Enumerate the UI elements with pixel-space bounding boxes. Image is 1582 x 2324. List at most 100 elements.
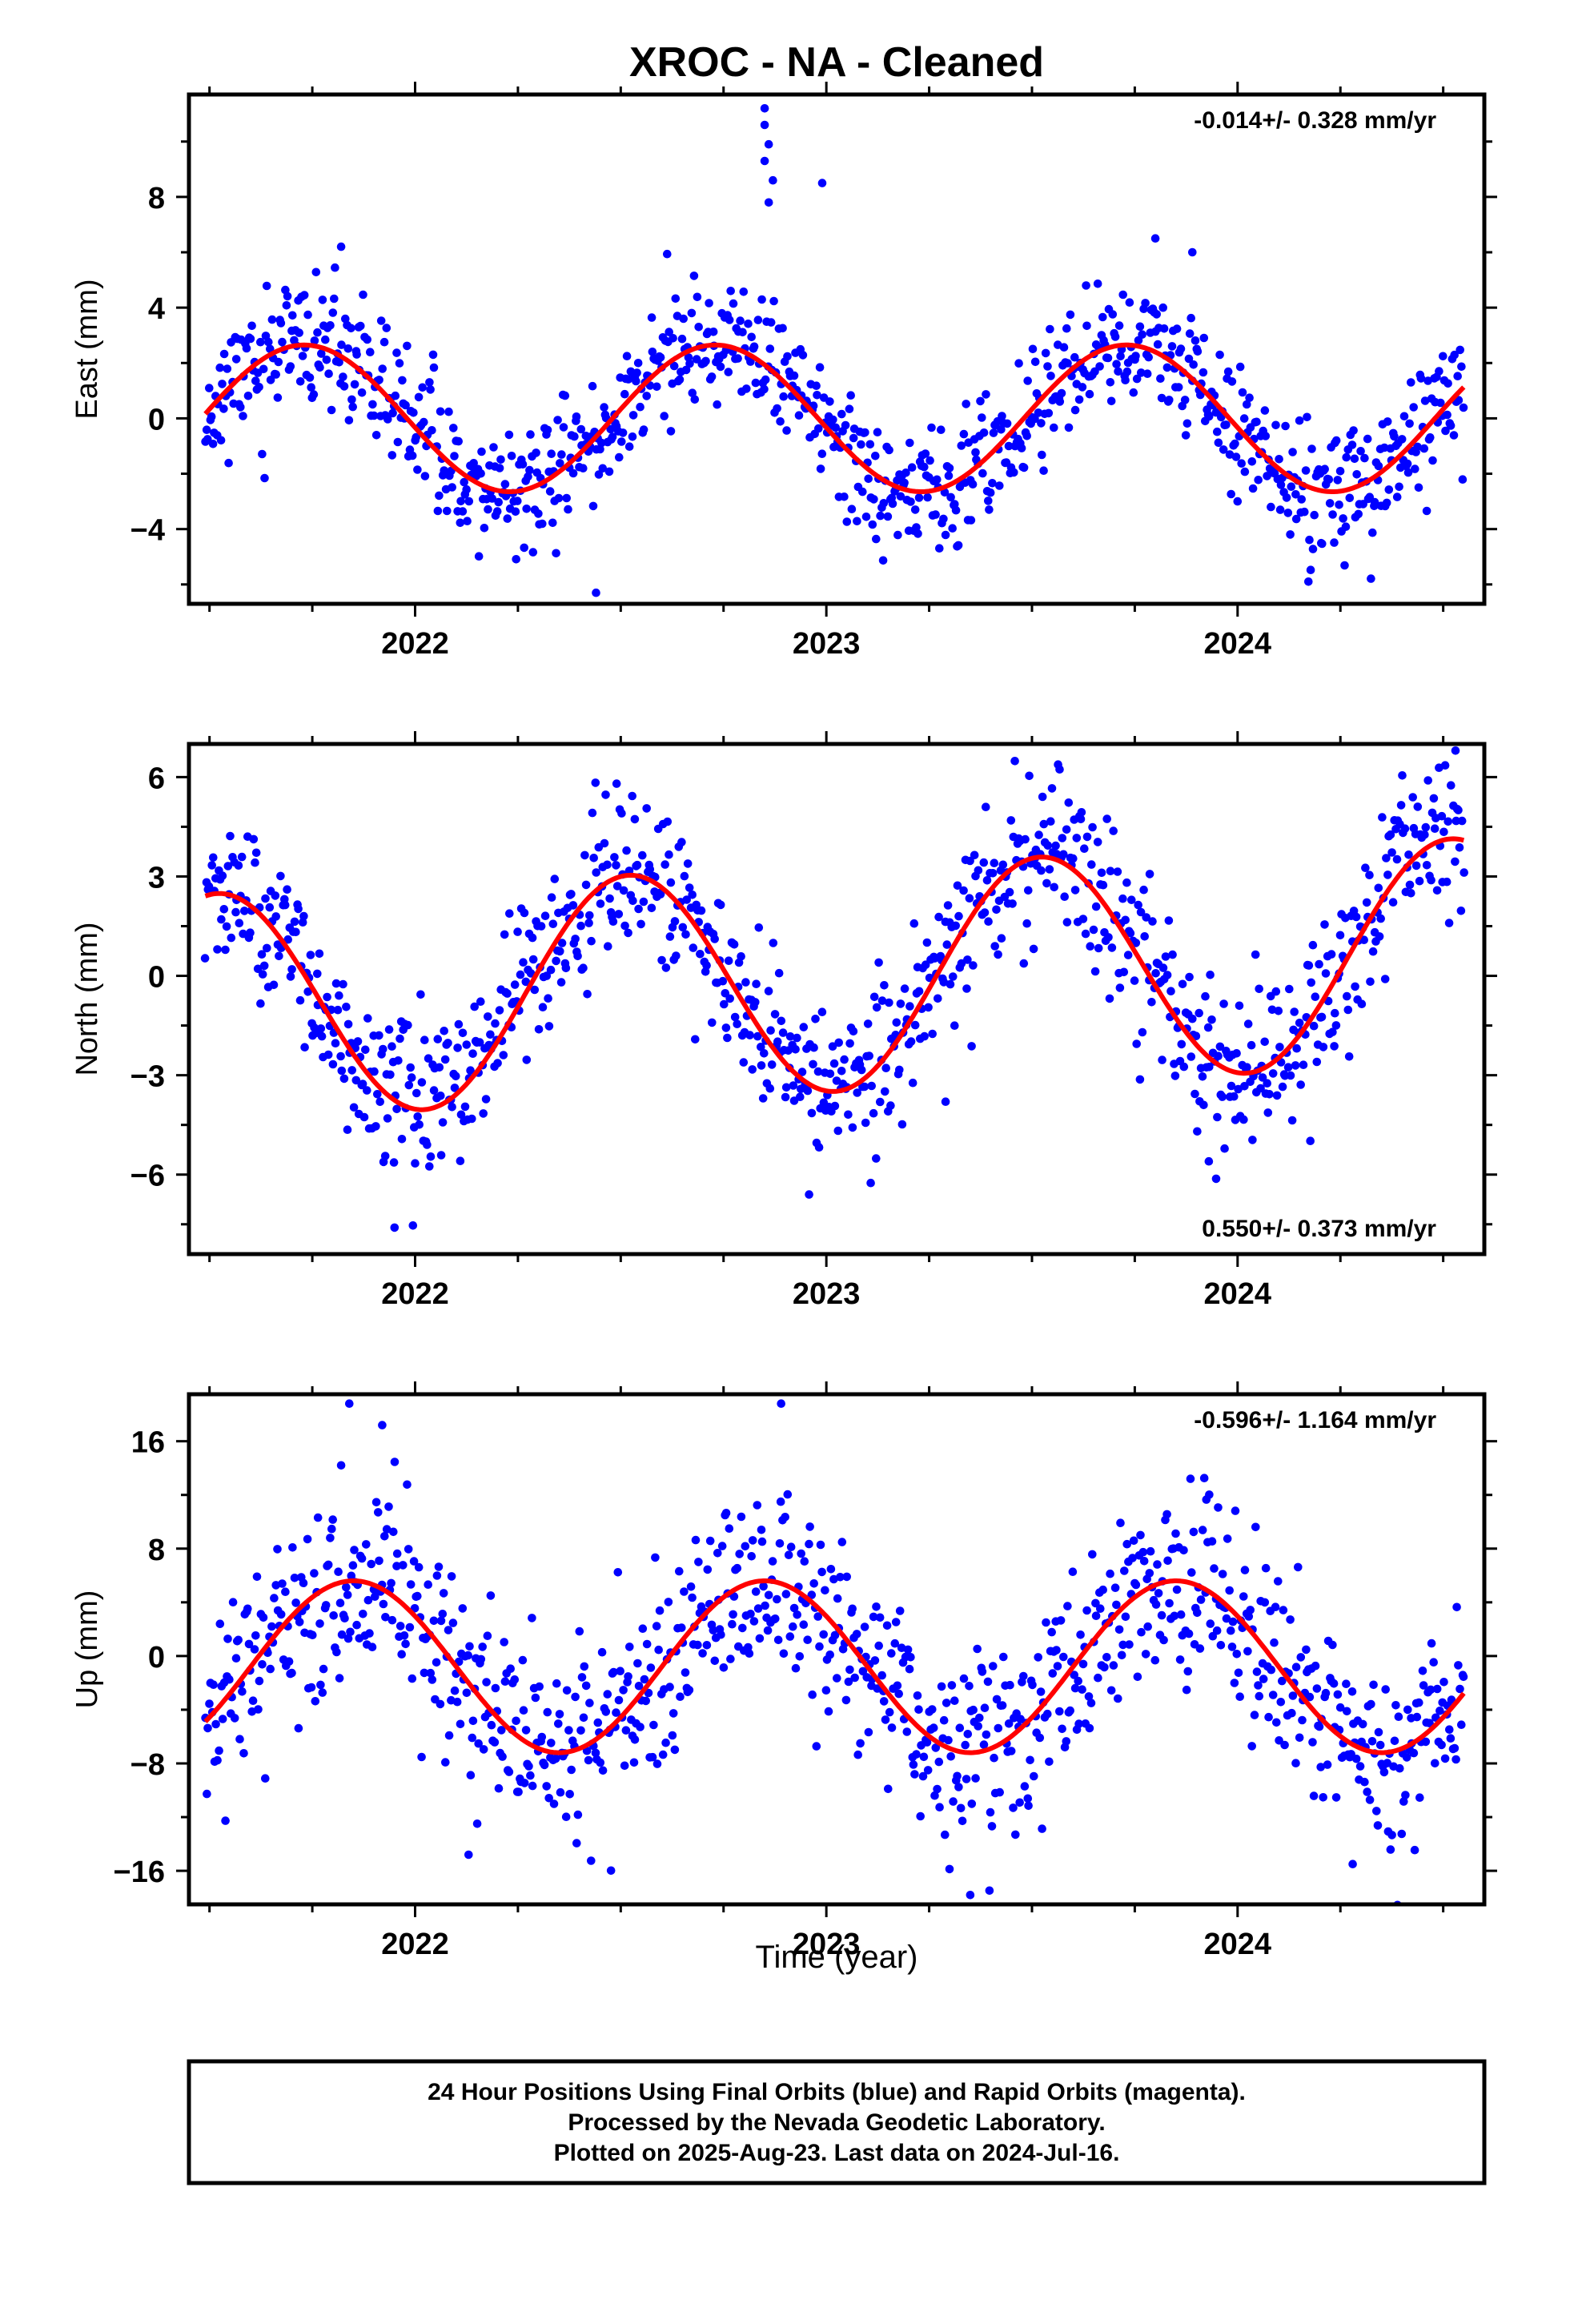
data-point: [718, 976, 728, 986]
data-point: [962, 984, 971, 993]
data-point: [267, 1622, 276, 1631]
data-point: [1291, 1759, 1300, 1767]
data-point: [784, 1550, 793, 1559]
footer-line-3: Plotted on 2025-Aug-23. Last data on 202…: [554, 2140, 1120, 2166]
data-point: [1397, 435, 1407, 444]
x-tick-label: 2023: [793, 1928, 861, 1961]
y-tick-label: 8: [148, 182, 165, 215]
data-point: [921, 449, 930, 458]
data-point: [805, 1190, 813, 1199]
data-point: [478, 1642, 487, 1651]
y-axis-label: East (mm): [70, 279, 104, 419]
data-point: [414, 392, 424, 402]
data-point: [1216, 1641, 1226, 1650]
data-point: [1260, 1598, 1270, 1607]
plot-frame: [187, 1392, 1487, 1907]
data-point: [573, 951, 582, 961]
data-point: [1218, 1570, 1227, 1578]
data-point: [484, 505, 492, 514]
data-point: [872, 1003, 881, 1012]
data-point: [958, 1816, 967, 1826]
data-point: [841, 420, 850, 430]
data-point: [937, 425, 946, 434]
data-point: [680, 1587, 689, 1596]
data-point: [648, 1752, 657, 1762]
data-point: [861, 513, 871, 521]
data-point: [235, 1735, 244, 1743]
data-point: [1278, 1082, 1287, 1092]
data-point: [1247, 1742, 1256, 1751]
data-point: [435, 1063, 444, 1072]
data-point: [343, 1019, 353, 1029]
data-point: [803, 1086, 813, 1096]
data-point: [528, 1614, 536, 1622]
data-point: [678, 923, 688, 932]
data-point: [475, 1038, 484, 1047]
data-point: [809, 1043, 818, 1052]
data-point: [406, 1580, 416, 1589]
data-point: [748, 1536, 757, 1545]
data-point: [1110, 1583, 1120, 1592]
data-point: [1222, 1614, 1231, 1623]
data-point: [343, 344, 353, 353]
data-point: [1166, 987, 1175, 995]
data-point: [1004, 441, 1014, 451]
data-point: [954, 1783, 963, 1791]
data-point: [588, 501, 598, 511]
data-point: [303, 1534, 312, 1544]
data-point: [613, 1568, 623, 1577]
data-point: [606, 1866, 616, 1876]
data-point: [367, 1559, 376, 1569]
data-point: [340, 1614, 349, 1622]
data-point: [1010, 468, 1018, 477]
data-point: [694, 323, 703, 332]
data-point: [735, 1550, 744, 1558]
data-point: [1307, 978, 1315, 987]
x-tick-label: 2022: [381, 627, 449, 661]
data-point: [1411, 861, 1421, 870]
data-point: [778, 324, 787, 333]
data-point: [369, 411, 379, 420]
data-point: [1189, 1527, 1199, 1537]
data-point: [528, 548, 538, 557]
data-point: [791, 1045, 800, 1054]
data-point: [1302, 1645, 1311, 1655]
data-point: [512, 555, 520, 564]
data-points: [200, 746, 1468, 1232]
outlier-point: [336, 242, 346, 251]
data-point: [1118, 290, 1127, 300]
data-point: [982, 876, 992, 885]
data-point: [449, 424, 458, 432]
data-point: [1004, 1719, 1014, 1728]
data-point: [1440, 761, 1450, 770]
data-point: [326, 1534, 335, 1542]
data-point: [251, 848, 261, 858]
data-point: [928, 1029, 937, 1039]
data-point: [791, 1663, 801, 1673]
data-point: [1328, 1640, 1337, 1650]
data-point: [955, 1723, 965, 1732]
data-point: [1165, 1598, 1174, 1608]
data-point: [557, 450, 566, 459]
data-point: [1114, 1625, 1124, 1634]
data-point: [1227, 1626, 1235, 1635]
data-point: [404, 1545, 413, 1554]
data-point: [942, 1699, 951, 1707]
data-point: [218, 380, 227, 388]
data-point: [1323, 1760, 1332, 1769]
data-point: [1213, 427, 1222, 436]
data-point: [685, 359, 694, 368]
data-point: [1272, 1718, 1281, 1727]
footer-box: 24 Hour Positions Using Final Orbits (bl…: [187, 2059, 1487, 2185]
data-point: [1206, 1619, 1215, 1628]
data-point: [630, 1735, 640, 1744]
data-point: [979, 858, 989, 867]
data-point: [1048, 1669, 1058, 1678]
data-point: [1330, 538, 1339, 547]
data-point: [1147, 998, 1156, 1007]
data-point: [624, 375, 633, 384]
data-point: [1405, 880, 1415, 890]
data-point: [1038, 792, 1047, 802]
data-point: [1452, 1755, 1460, 1764]
data-point: [1446, 421, 1456, 430]
